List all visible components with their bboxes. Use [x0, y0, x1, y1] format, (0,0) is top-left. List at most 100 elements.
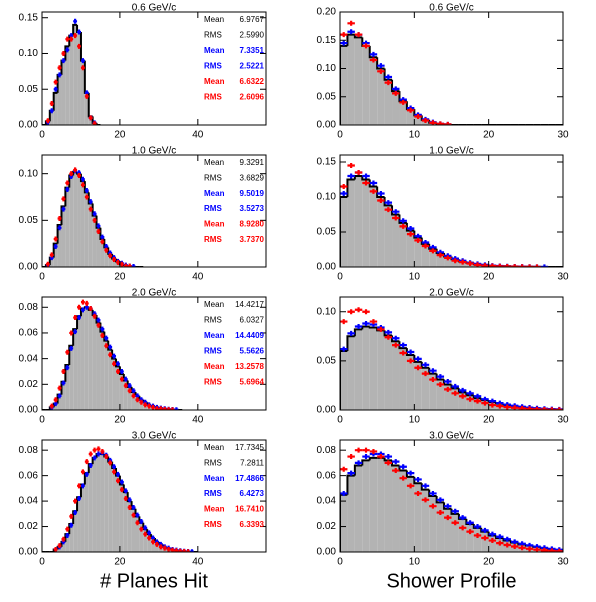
histogram-bar [80, 484, 85, 552]
y-tick-label: 0.00 [317, 547, 337, 558]
histogram-bar [57, 225, 62, 267]
data-point [158, 544, 163, 550]
data-point [399, 464, 407, 470]
stat-value: 6.4273 [240, 489, 265, 498]
data-point [451, 390, 459, 396]
data-point [45, 261, 50, 267]
data-point [444, 255, 452, 261]
histogram-edge [340, 493, 348, 552]
data-point [69, 513, 74, 519]
histogram-edge [465, 518, 474, 525]
data-point [84, 187, 89, 193]
histogram-bar [53, 403, 58, 410]
data-point [61, 380, 66, 386]
histogram-bar [369, 57, 378, 125]
y-tick-label: 0.05 [19, 84, 39, 95]
data-point [369, 188, 378, 194]
stat-value: 6.3393 [240, 520, 265, 529]
y-tick-label: 0.02 [19, 521, 39, 532]
stat-value: 17.7345 [235, 443, 264, 452]
data-point [458, 387, 467, 393]
plot-area [340, 163, 563, 267]
x-tick-label: 40 [192, 557, 204, 568]
data-point [555, 548, 563, 552]
data-point [61, 50, 66, 56]
stat-label: RMS [204, 520, 222, 529]
y-tick-label: 0.00 [19, 547, 39, 558]
data-point [162, 406, 167, 410]
data-point [61, 206, 66, 212]
data-point [377, 454, 385, 460]
stat-label: Mean [204, 474, 225, 483]
histogram-bar [392, 465, 400, 552]
panel-title: 3.0 GeV/c [132, 431, 176, 442]
data-point [436, 121, 445, 125]
data-point [151, 539, 155, 545]
data-point [481, 527, 489, 533]
data-point [369, 448, 378, 454]
histogram-bar [384, 205, 393, 267]
data-point [84, 93, 89, 99]
plot-area [340, 20, 563, 125]
stat-value: 8.9280 [240, 219, 265, 228]
histogram-edge [56, 224, 62, 244]
data-point [510, 405, 519, 410]
data-point [100, 333, 105, 339]
histogram-bar [139, 522, 144, 552]
data-point [354, 323, 363, 329]
stat-label: RMS [204, 347, 222, 356]
histogram-bar [151, 538, 155, 552]
histogram-bar [466, 524, 474, 552]
axes-frame [41, 154, 267, 268]
y-tick-label: 0.00 [19, 120, 39, 131]
data-point [119, 368, 124, 374]
x-tick-label: 20 [114, 272, 126, 283]
data-point [406, 483, 415, 489]
data-point [362, 173, 370, 179]
data-point [451, 258, 459, 264]
histogram-bar [123, 380, 128, 410]
stat-value: 2.5990 [240, 31, 265, 40]
data-point [347, 20, 355, 26]
histogram-edge [118, 366, 124, 376]
data-point [429, 490, 437, 496]
data-point [384, 80, 393, 86]
data-point [451, 508, 459, 514]
data-point [503, 542, 511, 548]
histogram-bar [69, 524, 74, 552]
histogram-bar [100, 239, 105, 267]
x-tick-label: 30 [557, 272, 569, 283]
data-point [65, 187, 70, 193]
x-tick-label: 0 [39, 415, 45, 426]
histogram-bar [429, 373, 437, 410]
data-point [369, 51, 378, 57]
histogram-edge [368, 179, 378, 188]
histogram-bar [61, 206, 66, 267]
data-point [414, 233, 422, 239]
data-point [481, 535, 489, 541]
data-point [73, 33, 78, 39]
axes-frame [41, 11, 267, 126]
data-point [69, 171, 74, 177]
x-tick-label: 10 [409, 415, 421, 426]
data-point [414, 237, 422, 243]
histogram-bar [69, 35, 74, 125]
histogram-edge [487, 531, 497, 537]
data-point [131, 512, 136, 518]
plot-area [340, 307, 563, 410]
histogram-bar [84, 192, 89, 267]
histogram-bar [65, 365, 70, 410]
y-tick-label: 0.08 [317, 445, 337, 456]
data-point [100, 239, 105, 245]
panel: 0.00 0.02 0.04 0.06 0.08 0 20 40 2.0 GeV/c Mean 14… [19, 288, 267, 426]
histogram-edge [107, 340, 113, 351]
data-point [65, 349, 70, 355]
data-point [104, 247, 109, 253]
data-point [429, 368, 437, 374]
data-point [49, 252, 54, 258]
data-point [108, 460, 113, 466]
data-point [49, 108, 54, 114]
histogram-edge [405, 348, 415, 356]
data-point [444, 515, 452, 521]
data-point [77, 43, 81, 49]
